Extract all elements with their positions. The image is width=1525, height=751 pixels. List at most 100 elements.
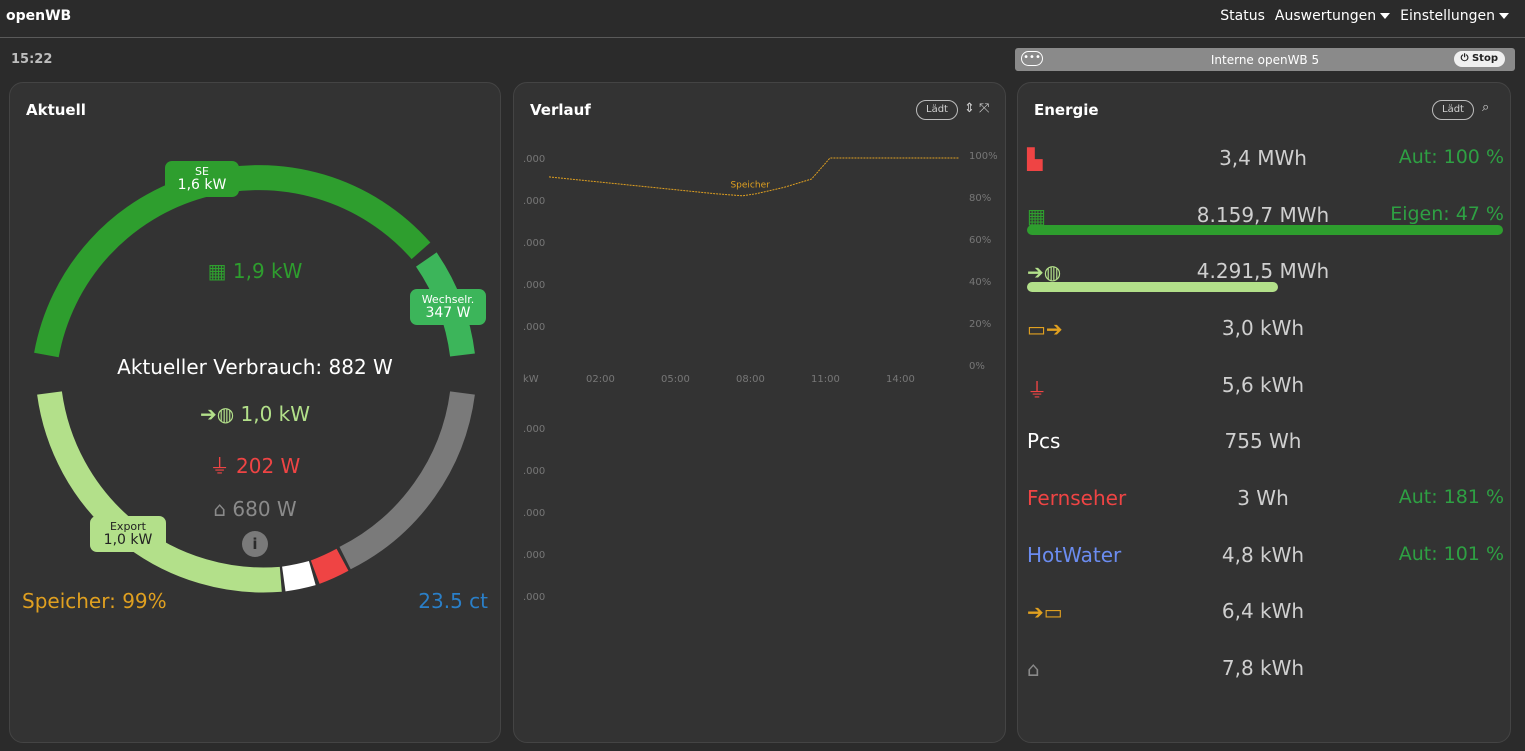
house-icon: ⌂ xyxy=(1027,657,1040,681)
left-tick-label: .000 xyxy=(523,424,546,435)
nav-status[interactable]: Status xyxy=(1220,8,1265,24)
energy-row-extra: Aut: 100 % xyxy=(1398,146,1504,168)
energy-row-pv: ▦ 8.159,7 MWh Eigen: 47 % xyxy=(1018,198,1512,238)
speicher-series-line xyxy=(548,157,959,197)
left-tick-label: .000 xyxy=(523,592,546,603)
energy-row-pcs: Pcs 755 Wh xyxy=(1018,424,1512,464)
solar-panel-icon: ▦ xyxy=(1027,204,1046,228)
verlauf-mode-button[interactable]: Lädt xyxy=(916,100,958,120)
plug-icon: ⏚ xyxy=(1027,378,1047,402)
left-tick-label: .000 xyxy=(523,280,546,291)
energy-row-value: 3 Wh xyxy=(1237,486,1289,510)
current-consumption: Aktueller Verbrauch: 882 W xyxy=(117,355,393,379)
se-name: SE xyxy=(195,165,209,178)
house-power: ⌂ 680 W xyxy=(160,497,350,521)
left-tick-label: .000 xyxy=(523,508,546,519)
grid-power-value: 1,0 kW xyxy=(240,402,311,426)
x-tick-label: 05:00 xyxy=(661,374,690,385)
x-tick-label: 11:00 xyxy=(811,374,840,385)
power-icon: ⏻ xyxy=(1460,53,1469,64)
left-tick-label: .000 xyxy=(523,466,546,477)
right-tick-label: 100% xyxy=(969,151,998,162)
charge-power-value: 202 W xyxy=(236,454,301,478)
info-icon[interactable]: i xyxy=(242,531,268,557)
expand-icon[interactable]: ⤧ xyxy=(979,101,990,116)
right-tick-label: 40% xyxy=(969,277,992,288)
kw-axis-label: kW xyxy=(523,374,539,385)
nav-links: Status Auswertungen Einstellungen xyxy=(1220,8,1509,24)
house-icon: ⌂ xyxy=(213,497,227,521)
x-tick-label: 08:00 xyxy=(736,374,765,385)
left-tick-label: .000 xyxy=(523,550,546,561)
ring-segment-speicher xyxy=(281,561,316,592)
export-energy-bar xyxy=(1027,282,1278,292)
left-tick-label: .000 xyxy=(523,322,546,333)
energie-mode-button[interactable]: Lädt xyxy=(1432,100,1474,120)
energy-row-label: Pcs xyxy=(1027,429,1061,453)
nav-auswertungen-label: Auswertungen xyxy=(1274,8,1377,24)
energy-row-label: HotWater xyxy=(1027,543,1122,567)
energy-row-export: ➔◍ 4.291,5 MWh xyxy=(1018,254,1512,294)
battery-charge-icon: ➔▭ xyxy=(1027,600,1063,624)
top-navbar: openWB Status Auswertungen Einstellungen xyxy=(0,0,1525,38)
charge-power: ⏚ 202 W xyxy=(160,450,350,479)
sort-icon[interactable]: ⇕ xyxy=(964,101,975,116)
factory-icon: ▙ xyxy=(1027,147,1043,171)
energie-title: Energie xyxy=(1034,101,1099,119)
wechselr-name: Wechselr. xyxy=(421,293,475,306)
caret-down-icon xyxy=(1499,13,1509,19)
ring-segment-charge xyxy=(310,548,349,584)
brand-logo[interactable]: openWB xyxy=(6,8,72,24)
left-tick-label: .000 xyxy=(523,196,546,207)
chargepoint-menu-button[interactable]: ••• xyxy=(1021,51,1043,66)
export-name: Export xyxy=(109,520,146,533)
energy-row-extra: Aut: 181 % xyxy=(1398,486,1504,508)
nav-einstellungen-dropdown[interactable]: Einstellungen xyxy=(1400,8,1509,24)
caret-down-icon xyxy=(1380,13,1391,19)
pv-power: ▦ 1,9 kW xyxy=(160,259,350,283)
right-tick-label: 0% xyxy=(969,361,985,372)
clock: 15:22 xyxy=(11,52,53,67)
ring-segment-house xyxy=(339,391,475,570)
nav-auswertungen-dropdown[interactable]: Auswertungen xyxy=(1274,8,1391,24)
energy-row-label: Fernseher xyxy=(1027,486,1127,510)
energy-row-fernseher: Fernseher 3 Wh Aut: 181 % xyxy=(1018,481,1512,521)
wechselr-value: 347 W xyxy=(425,305,471,321)
verlauf-card: Verlauf Lädt ⇕ ⤧ .000 .000 .000 .000 .000 .0… xyxy=(513,82,1006,743)
house-power-value: 680 W xyxy=(232,497,297,521)
aktuell-title: Aktuell xyxy=(26,101,86,119)
nav-status-label: Status xyxy=(1220,8,1265,24)
verlauf-title: Verlauf xyxy=(530,101,591,119)
speicher-chart: Speicher xyxy=(548,157,959,197)
price: 23.5 ct xyxy=(418,589,488,613)
energy-row-extra: Eigen: 47 % xyxy=(1390,203,1504,225)
export-grid-icon: ➔◍ xyxy=(199,402,235,426)
energy-row-value: 6,4 kWh xyxy=(1221,599,1305,623)
solar-panel-icon: ▦ xyxy=(207,259,227,283)
export-label: Export 1,0 kW xyxy=(90,516,166,552)
plug-icon: ⏚ xyxy=(209,454,230,478)
left-tick-label: .000 xyxy=(523,154,546,165)
energy-row-value: 5,6 kWh xyxy=(1221,373,1305,397)
chargepoint-bar[interactable]: ••• Interne openWB 5 ⏻ Stop xyxy=(1015,48,1515,71)
energy-row-extra: Aut: 101 % xyxy=(1398,543,1504,565)
x-tick-label: 02:00 xyxy=(586,374,615,385)
nav-einstellungen-label: Einstellungen xyxy=(1400,8,1495,24)
energy-row-value: 7,8 kWh xyxy=(1221,656,1305,680)
se-label: SE 1,6 kW xyxy=(165,161,239,197)
energy-row-house: ⌂ 7,8 kWh xyxy=(1018,651,1512,691)
stop-button[interactable]: ⏻ Stop xyxy=(1453,51,1505,67)
energie-card: Energie Lädt ⌕ ▙ 3,4 MWh Aut: 100 % ▦ 8.… xyxy=(1017,82,1511,743)
speicher-series-label: Speicher xyxy=(730,180,770,190)
energy-row-battery-charge: ➔▭ 6,4 kWh xyxy=(1018,594,1512,634)
energy-row-charge: ⏚ 5,6 kWh xyxy=(1018,368,1512,408)
export-value: 1,0 kW xyxy=(103,532,153,548)
energy-row-value: 3,4 MWh xyxy=(1219,146,1307,170)
energy-row-value: 755 Wh xyxy=(1224,429,1302,453)
search-icon[interactable]: ⌕ xyxy=(1482,100,1490,115)
left-tick-label: .000 xyxy=(523,238,546,249)
stop-label: Stop xyxy=(1471,53,1498,64)
battery-discharge-icon: ▭➔ xyxy=(1027,317,1063,341)
export-grid-icon: ➔◍ xyxy=(1027,260,1062,284)
energy-row-value: 8.159,7 MWh xyxy=(1196,203,1330,227)
